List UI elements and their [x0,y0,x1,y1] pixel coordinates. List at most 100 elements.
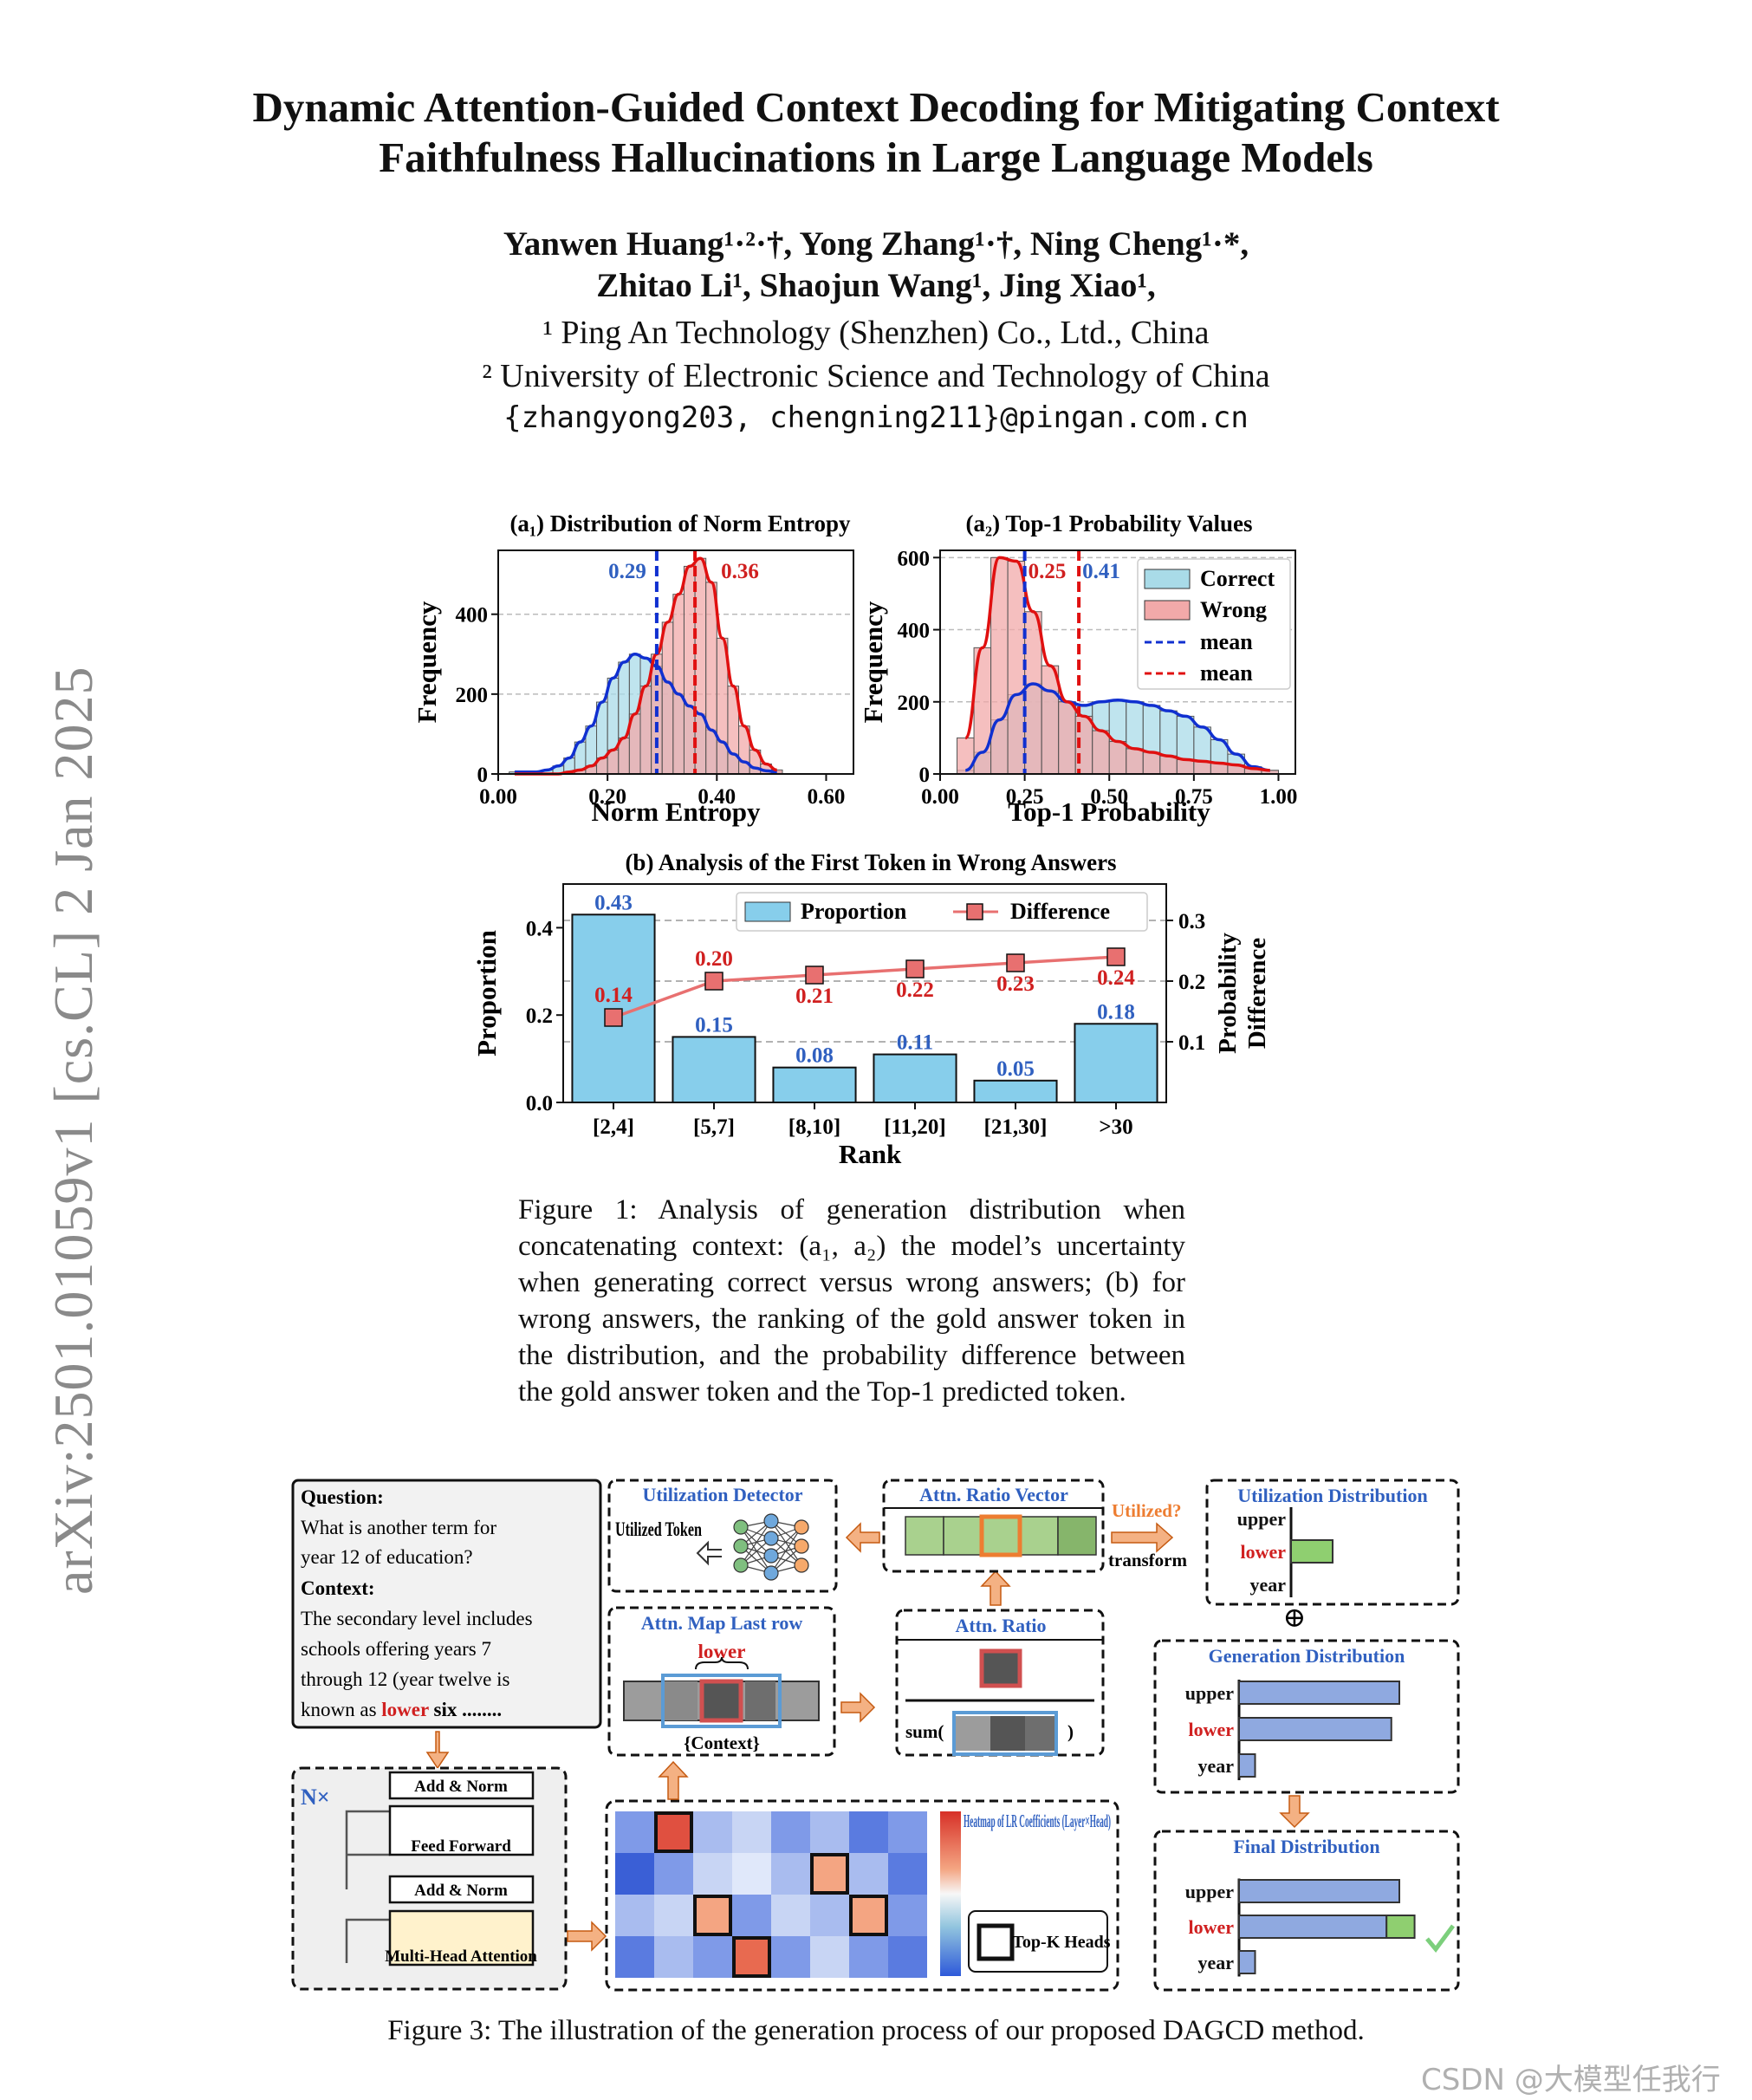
dist-bar [1238,1915,1388,1939]
dist-token-label: upper [1185,1881,1234,1902]
topk-label: Top-K Heads [1012,1933,1110,1952]
chart-b-frame [562,883,1167,1103]
multi-head-attention [388,1909,535,1967]
hist-bar-wrong [1176,758,1195,775]
difference-marker [805,965,824,985]
heatmap-cell [771,1895,810,1936]
attn-map-title: Attn. Map Last row [641,1612,803,1634]
difference-label: 0.22 [896,978,934,1002]
chart-b-ylabel: Proportion [471,930,502,1057]
legend-wrong-swatch [1144,600,1191,621]
heatmap-cell [615,1895,654,1936]
chart-b: (b) Analysis of the First Token in Wrong… [471,849,1271,1169]
legend-mean-2: mean [1200,660,1253,686]
heatmap-cell [615,1936,654,1978]
y-tick-label: 400 [456,604,489,627]
y-tick-label: 0 [919,764,931,787]
heatmap-cell [810,1853,849,1895]
dist-bar [1238,1950,1256,1974]
final-dist-bars: upper lower year [1185,1878,1416,1977]
sum-label: sum( [905,1721,944,1742]
context-last-prefix: known as [301,1699,381,1720]
hist-bar-wrong [1108,741,1127,775]
heatmap-cell [615,1853,654,1895]
chart-a2-title: (a₂) Top-1 Probability Values [966,510,1253,536]
nn-node [763,1548,779,1564]
utilization-detector-title: Utilization Detector [642,1484,802,1505]
mean-label: 0.36 [721,560,759,583]
hist-bar-wrong [1007,560,1026,775]
chart-a1-plot: 0 200 400 0.00 0.20 0.40 0.60 0.29 0.36 [456,550,853,809]
nn-edge [770,1520,802,1566]
figure-3-caption: Figure 3: The illustration of the genera… [387,2015,1365,2046]
generation-distribution-block: Generation Distribution upper lower year [1153,1639,1460,1794]
y2-tick-label: 0.3 [1178,910,1205,933]
heatmap-colorbar [940,1811,961,1976]
x-tick-label: [21,30] [984,1115,1048,1139]
authors-line-2: Zhitao Li¹, Shaojun Wang¹, Jing Xiao¹, [596,267,1156,304]
legend-proportion: Proportion [801,899,907,924]
proportion-label: 0.11 [897,1031,933,1055]
kde-line-correct [964,682,1270,772]
heatmap-cell [732,1936,771,1978]
nx-label: N× [301,1785,330,1810]
utilization-detector-block: Utilization Detector Utilized Token [607,1479,838,1593]
figure-3: Question: What is another term for year … [291,1479,1460,1992]
affiliation-1: ¹ Ping An Technology (Shenzhen) Co., Ltd… [542,315,1210,351]
x-tick-label: 0.75 [1175,785,1213,809]
title-line-1: Dynamic Attention-Guided Context Decodin… [252,83,1500,131]
heatmap-cell [810,1936,849,1978]
topk-cell [693,1895,732,1936]
x-tick-label: 0.20 [588,785,626,809]
proportion-label: 0.05 [996,1057,1035,1081]
proportion-bar [772,1066,857,1103]
chart-a1-ylabel: Frequency [412,601,442,723]
utilized-token-label: Utilized Token [615,1518,702,1540]
heatmap-cell [693,1811,732,1853]
dist-token-label: lower [1240,1541,1286,1563]
y-tick-label: 0 [477,764,489,787]
attn-vector-highlight [979,1514,1022,1557]
attn-map-block: Attn. Map Last row lower {Context} [607,1606,836,1757]
hist-bar-wrong [1024,611,1042,775]
attn-ratio-denominator [952,1711,1058,1756]
nn-node [733,1519,749,1535]
chart-a2-legend: Correct Wrong mean mean [1137,558,1291,690]
proportion-bar [672,1036,756,1103]
x-tick-label: 0.60 [808,785,846,809]
arrow-right-mha [567,1921,607,1952]
difference-marker [1106,947,1126,966]
heatmap-cell [810,1895,849,1936]
nn-edge [740,1520,772,1566]
dist-token-label: lower [1188,1916,1234,1938]
dist-bar [1290,1539,1333,1564]
heatmap-cell [888,1811,927,1853]
proportion-label: 0.08 [795,1044,834,1068]
heatmap-cell [888,1936,927,1978]
arxiv-stamp: arXiv:2501.01059v1 [cs.CL] 2 Jan 2025 [42,666,104,1595]
heatmap-cell [654,1936,693,1978]
heatmap-cells [615,1811,927,1978]
proportion-label: 0.15 [695,1013,733,1037]
chart-a2: (a₂) Top-1 Probability Values 0 200 400 600… [858,510,1297,827]
x-tick-label: 1.00 [1260,785,1298,809]
dist-bar [1238,1681,1400,1705]
chart-a1-frame [497,549,854,775]
add-norm-bottom-label: Add & Norm [414,1882,508,1900]
nn-node [733,1557,749,1573]
heatmap-block: Heatmap of LR Coefficients (Layer×Head) … [605,1799,1119,1992]
heatmap-cell [888,1895,927,1936]
question-title: Question: [301,1486,384,1508]
add-norm-bottom [388,1875,535,1904]
heatmap-cell [732,1853,771,1895]
y-tick-label: 0.4 [526,917,554,940]
difference-label: 0.23 [996,972,1035,996]
heatmap-cell [810,1811,849,1853]
kde-line-correct [514,653,777,774]
chart-b-legend: Proportion Difference [736,892,1148,932]
legend-difference: Difference [1010,899,1110,924]
feed-forward-label: Feed Forward [411,1837,511,1856]
arrow-right-attnmap [840,1692,876,1723]
context-title: Context: [301,1577,375,1599]
topk-cell [849,1895,888,1936]
